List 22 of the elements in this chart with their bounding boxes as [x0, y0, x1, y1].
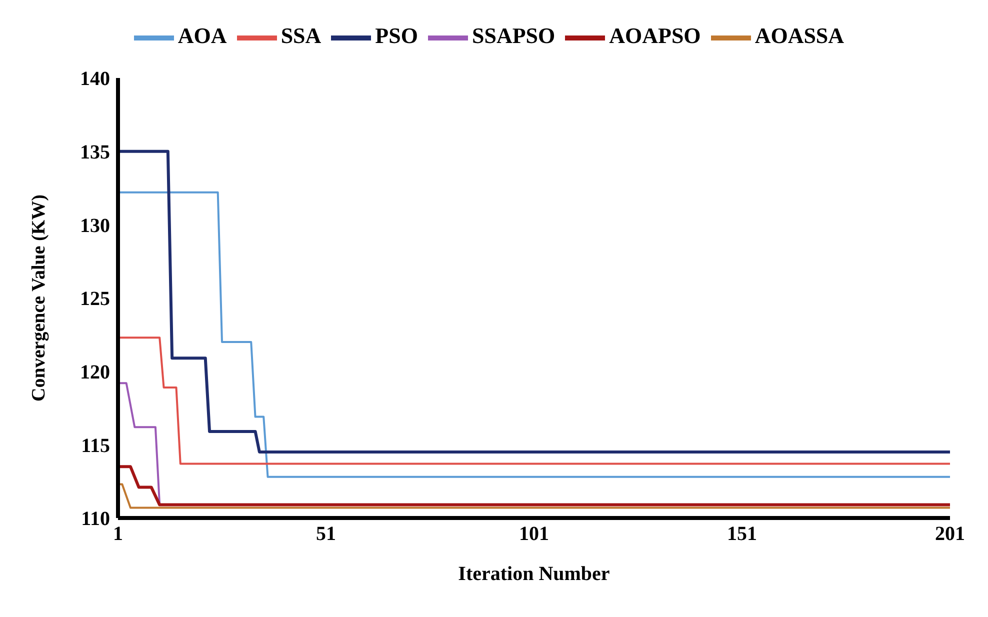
legend-label: SSA	[280, 23, 322, 48]
legend-label: SSAPSO	[472, 23, 556, 48]
y-tick-label: 110	[81, 508, 110, 530]
line-series	[118, 150, 950, 454]
y-tick-label: 135	[80, 141, 110, 164]
y-tick-label: 115	[81, 434, 110, 457]
y-tick-label: 120	[80, 361, 110, 384]
legend-label: AOAPSO	[609, 23, 701, 48]
legend-label: AOASSA	[754, 23, 844, 48]
legend-label: PSO	[375, 23, 418, 48]
x-tick-label: 201	[935, 523, 965, 546]
line-series	[118, 191, 950, 478]
legend-label: AOA	[178, 23, 227, 48]
x-tick-label: 51	[316, 523, 336, 546]
y-tick-label: 125	[80, 288, 110, 310]
x-axis-title: Iteration Number	[458, 563, 610, 585]
x-tick-label: 101	[519, 523, 549, 546]
y-tick-label: 130	[80, 214, 110, 237]
x-tick-label: 151	[727, 523, 757, 546]
x-tick-label: 1	[113, 523, 123, 546]
y-axis-title: Convergence Value (KW)	[28, 194, 50, 402]
y-tick-label: 140	[80, 68, 110, 90]
